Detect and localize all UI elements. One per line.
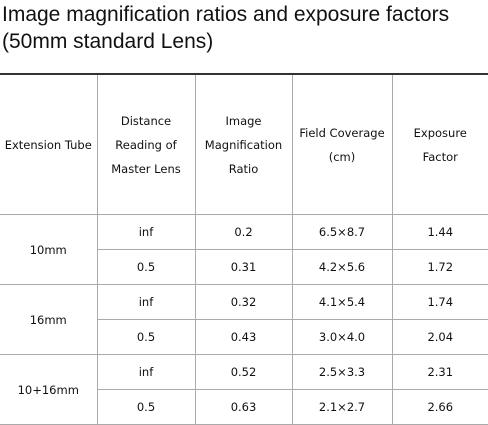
table-cell: 0.52 bbox=[194, 354, 293, 390]
tube-cell: 10mm bbox=[0, 214, 98, 285]
table-row: 16mm inf 0.32 4.1×5.4 1.74 bbox=[0, 284, 488, 355]
table-cell: 0.43 bbox=[194, 319, 293, 355]
column-header: Image Magnification Ratio bbox=[194, 73, 293, 215]
table-cell: 0.5 bbox=[97, 249, 196, 285]
table-cell: inf bbox=[96, 354, 196, 390]
table-cell: 2.04 bbox=[391, 319, 488, 355]
table-cell: 4.2×5.6 bbox=[291, 249, 393, 285]
table-cell: 4.1×5.4 bbox=[291, 284, 393, 320]
table-cell: 0.63 bbox=[194, 389, 293, 425]
header-row: Extension Tube Distance Reading of Master… bbox=[0, 73, 488, 215]
table-cell: 0.32 bbox=[194, 284, 293, 320]
tube-cell: 16mm bbox=[0, 284, 98, 355]
table-cell: 2.1×2.7 bbox=[291, 389, 393, 425]
table-cell: 0.5 bbox=[97, 389, 196, 425]
column-header: Exposure Factor bbox=[391, 73, 488, 215]
table-cell: 1.44 bbox=[391, 214, 488, 250]
data-table: Extension Tube Distance Reading of Master… bbox=[0, 73, 488, 425]
table-cell: 3.0×4.0 bbox=[291, 319, 393, 355]
table-cell: 0.5 bbox=[97, 319, 196, 355]
table-cell: 1.72 bbox=[391, 249, 488, 285]
table-cell: inf bbox=[96, 284, 196, 320]
table-cell: 1.74 bbox=[391, 284, 488, 320]
page-title: Image magnification ratios and exposure … bbox=[2, 3, 450, 53]
table-cell: 0.31 bbox=[194, 249, 293, 285]
table-cell: 2.31 bbox=[391, 354, 488, 390]
table-row: 0.5 0.63 2.1×2.7 2.66 bbox=[0, 389, 488, 425]
table-row: 0.5 0.43 3.0×4.0 2.04 bbox=[0, 319, 488, 355]
column-header: Distance Reading of Master Lens bbox=[96, 73, 196, 215]
table-cell: 6.5×8.7 bbox=[291, 214, 393, 250]
column-header: Field Coverage (cm) bbox=[291, 73, 393, 215]
table-row: 10mm inf 0.2 6.5×8.7 1.44 bbox=[0, 214, 488, 285]
column-header: Extension Tube bbox=[0, 73, 98, 215]
tube-cell: 10+16mm bbox=[0, 354, 98, 425]
table-row: 10+16mm inf 0.52 2.5×3.3 2.31 bbox=[0, 354, 488, 425]
table-cell: 2.5×3.3 bbox=[291, 354, 393, 390]
table-cell: 0.2 bbox=[194, 214, 293, 250]
table-cell: 2.66 bbox=[391, 389, 488, 425]
table-body: 10mm inf 0.2 6.5×8.7 1.44 0.5 0.31 4.2×5.6 1.72 1… bbox=[0, 214, 488, 425]
table-cell: inf bbox=[96, 214, 196, 250]
